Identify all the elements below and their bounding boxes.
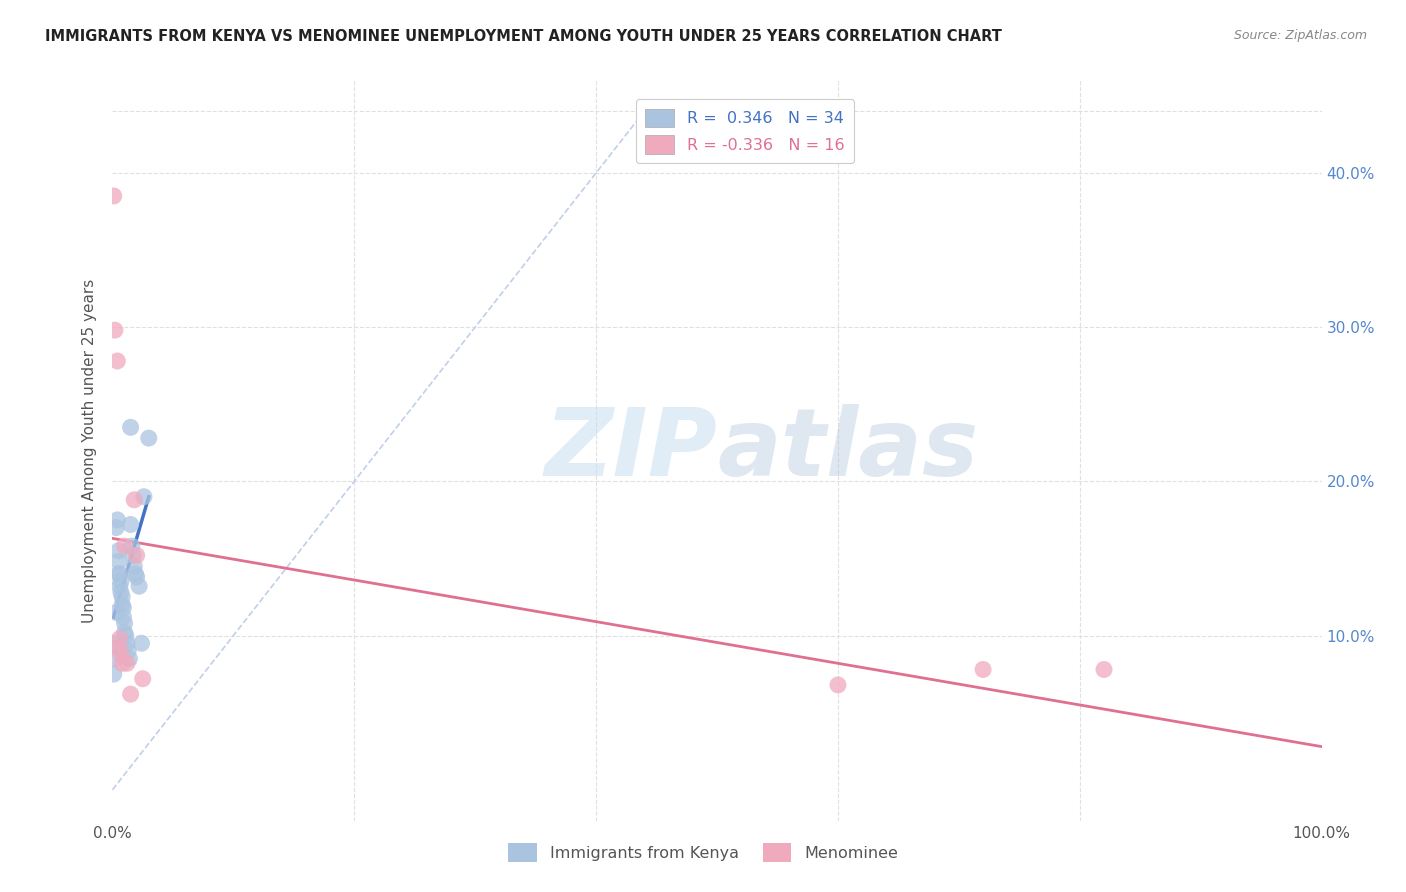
Point (132, 490, 155, 504)
Point (105, 354, 128, 368)
Point (125, 570, 148, 584)
Point (108, 579, 131, 593)
Point (112, 600, 135, 615)
Point (827, 678, 849, 692)
Point (1092, 663, 1115, 677)
Point (125, 549, 148, 563)
Point (108, 632, 131, 646)
Point (124, 566, 146, 581)
Point (107, 566, 129, 581)
Legend: Immigrants from Kenya, Menominee: Immigrants from Kenya, Menominee (502, 837, 904, 868)
Text: ZIP: ZIP (544, 404, 717, 497)
Point (107, 640, 129, 655)
Text: IMMIGRANTS FROM KENYA VS MENOMINEE UNEMPLOYMENT AMONG YOUTH UNDER 25 YEARS CORRE: IMMIGRANTS FROM KENYA VS MENOMINEE UNEMP… (45, 29, 1002, 44)
Point (115, 657, 138, 671)
Point (104, 323, 127, 337)
Point (131, 636, 153, 650)
Point (128, 579, 150, 593)
Point (114, 616, 136, 631)
Point (105, 606, 128, 620)
Point (107, 555, 129, 569)
Point (120, 420, 142, 434)
Point (138, 431, 160, 445)
Point (112, 610, 135, 624)
Point (120, 687, 142, 701)
Point (104, 651, 127, 665)
Point (121, 539, 143, 553)
Point (972, 663, 994, 677)
Point (103, 189, 125, 203)
Legend: R =  0.346   N = 34, R = -0.336   N = 16: R = 0.346 N = 34, R = -0.336 N = 16 (636, 99, 855, 163)
Point (110, 585, 132, 599)
Point (120, 517, 142, 532)
Point (111, 598, 134, 612)
Point (117, 644, 139, 658)
Point (107, 543, 129, 558)
Point (111, 590, 134, 604)
Point (108, 566, 131, 581)
Point (110, 574, 132, 589)
Point (111, 657, 134, 671)
Point (122, 549, 145, 563)
Point (110, 647, 132, 661)
Text: atlas: atlas (717, 404, 979, 497)
Point (105, 520, 128, 534)
Point (114, 628, 136, 642)
Point (104, 636, 127, 650)
Point (115, 636, 138, 650)
Point (103, 667, 125, 681)
Point (114, 625, 136, 640)
Y-axis label: Unemployment Among Youth under 25 years: Unemployment Among Youth under 25 years (82, 278, 97, 623)
Point (105, 513, 128, 527)
Point (118, 651, 141, 665)
Point (122, 559, 145, 574)
Point (132, 672, 155, 686)
Point (122, 492, 145, 507)
Text: Source: ZipAtlas.com: Source: ZipAtlas.com (1233, 29, 1367, 42)
Point (114, 539, 136, 553)
